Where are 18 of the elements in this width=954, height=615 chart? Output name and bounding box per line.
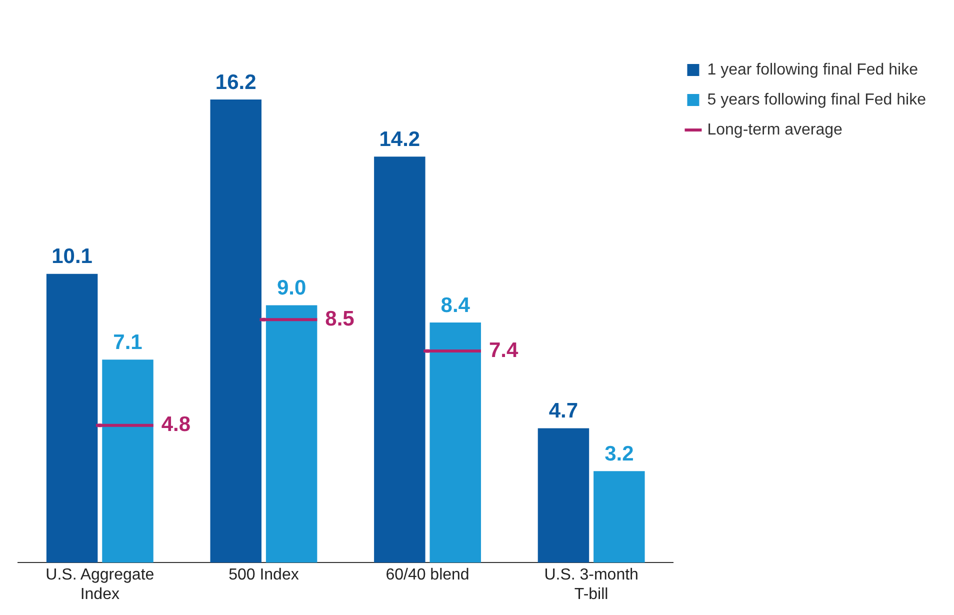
data-label: 8.4 bbox=[440, 294, 470, 317]
data-label: 8.5 bbox=[325, 307, 355, 330]
x-tick-label: 500 Index bbox=[228, 566, 299, 584]
data-label: 3.2 bbox=[604, 442, 634, 466]
x-tick-label: U.S. Aggregate Index bbox=[46, 566, 154, 603]
data-label: 14.2 bbox=[379, 128, 420, 151]
data-label: 9.0 bbox=[276, 276, 306, 300]
data-label: 7.4 bbox=[488, 338, 518, 362]
data-label: 4.7 bbox=[548, 400, 578, 423]
legend-label: Long-term average bbox=[707, 121, 843, 138]
data-label: 4.8 bbox=[161, 413, 191, 436]
legend-label: 1 year following final Fed hike bbox=[707, 61, 918, 78]
data-label: 7.1 bbox=[113, 330, 143, 354]
x-tick-label: 60/40 blend bbox=[386, 566, 470, 584]
legend-label: 5 years following final Fed hike bbox=[707, 91, 926, 108]
x-tick-label: U.S. 3-month T-bill bbox=[544, 566, 638, 603]
data-label: 10.1 bbox=[52, 245, 93, 268]
data-label: 16.2 bbox=[215, 70, 256, 94]
